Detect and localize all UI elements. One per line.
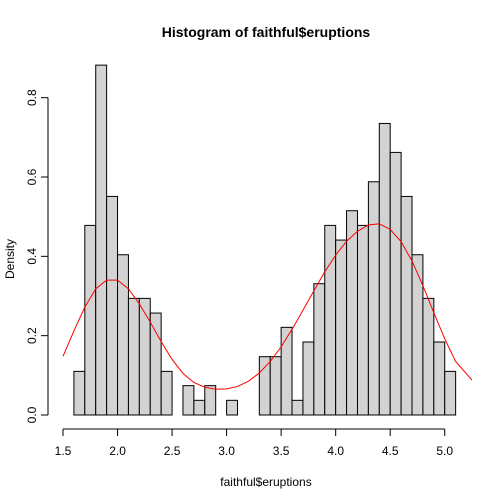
x-tick-label: 3.5: [273, 444, 290, 458]
density-curve: [62, 223, 473, 390]
histogram-bar: [258, 356, 271, 416]
y-tick-label: 0.6: [25, 168, 39, 185]
histogram-bar: [84, 224, 97, 416]
histogram-bar: [226, 399, 239, 416]
histogram-bar: [411, 254, 424, 416]
histogram-bar: [291, 399, 304, 416]
x-axis: 1.5 2.0 2.5 3.0 3.5 4.0 4.5 5.0: [55, 428, 453, 458]
y-axis: 0.0 0.2 0.4 0.6 0.8: [25, 89, 49, 423]
x-tick-label: 4.0: [327, 444, 344, 458]
histogram-bar: [106, 195, 119, 416]
x-tick-label: 1.5: [55, 444, 72, 458]
histogram-bar: [269, 356, 282, 416]
y-tick-label: 0.8: [25, 89, 39, 106]
histogram-bar: [433, 341, 446, 416]
histogram-bar: [378, 122, 391, 416]
histogram-bar: [444, 370, 457, 416]
histogram-bar: [346, 210, 358, 416]
histogram-bar: [95, 64, 108, 416]
histogram-bar: [356, 224, 369, 416]
histogram-bars: [73, 64, 457, 416]
chart-title: Histogram of faithful$eruptions: [162, 24, 371, 40]
histogram-bar: [149, 312, 162, 416]
histogram-bar: [117, 254, 129, 416]
histogram-bar: [127, 297, 140, 416]
histogram-bar: [302, 341, 315, 416]
histogram-bar: [73, 370, 86, 416]
x-tick-label: 2.5: [164, 444, 181, 458]
histogram-bar: [182, 385, 195, 416]
histogram-bar: [367, 181, 380, 416]
y-tick-label: 0.2: [25, 327, 39, 344]
histogram-bar: [280, 326, 293, 416]
x-tick-label: 5.0: [436, 444, 453, 458]
histogram-bar: [204, 385, 217, 416]
histogram-bar: [313, 283, 326, 416]
y-tick-label: 0.0: [25, 406, 39, 423]
histogram-bar: [138, 297, 151, 416]
x-axis-label: faithful$eruptions: [220, 475, 311, 489]
y-axis-label: Density: [3, 239, 17, 279]
histogram-bar: [335, 239, 348, 416]
histogram-bar: [193, 399, 206, 416]
x-tick-label: 3.0: [218, 444, 235, 458]
histogram-bar: [422, 297, 435, 416]
histogram-bar: [389, 151, 402, 416]
y-tick-label: 0.4: [25, 248, 39, 265]
histogram-bar: [400, 195, 413, 416]
x-tick-label: 4.5: [382, 444, 399, 458]
x-tick-label: 2.0: [109, 444, 126, 458]
histogram-bar: [324, 224, 337, 416]
histogram-bar: [160, 370, 173, 416]
